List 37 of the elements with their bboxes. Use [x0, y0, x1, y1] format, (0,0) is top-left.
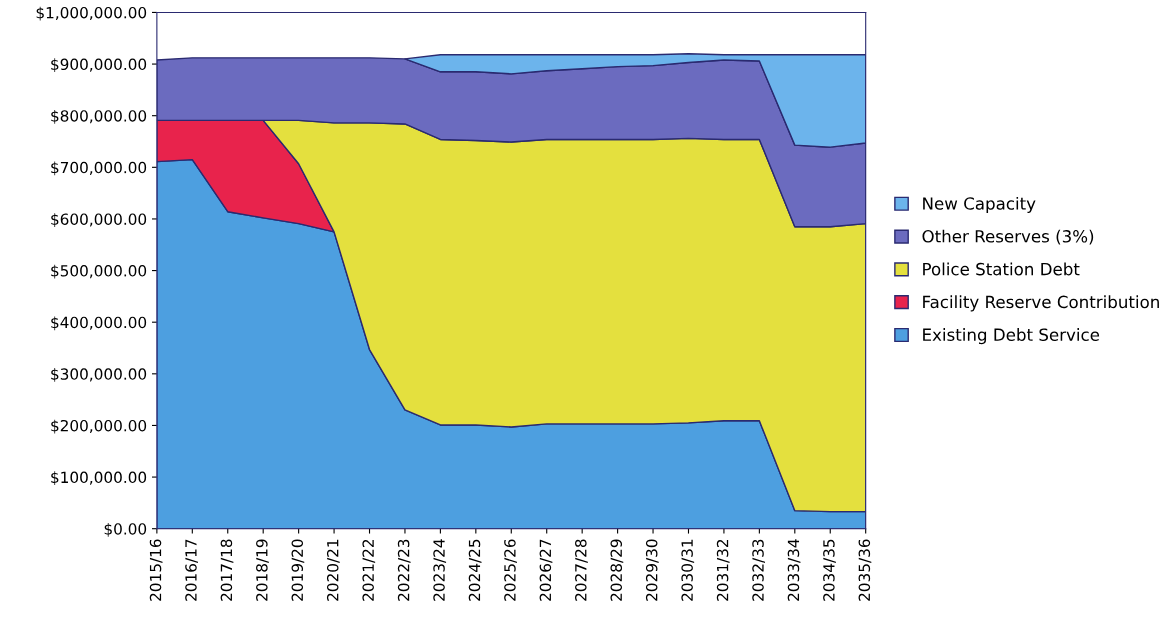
y-tick-label: $400,000.00	[51, 316, 147, 331]
x-tick-label: 2029/30	[645, 539, 659, 601]
x-tick-label: 2016/17	[185, 539, 198, 601]
y-tick-label: $800,000.00	[51, 109, 147, 124]
x-tick-label: 2028/29	[610, 539, 624, 601]
legend-label: New Capacity	[923, 196, 1036, 214]
x-tick-label: 2030/31	[681, 539, 695, 601]
y-tick-label: $700,000.00	[51, 161, 147, 176]
y-tick-label: $1,000,000.00	[36, 6, 147, 21]
y-tick-label: $600,000.00	[51, 213, 147, 227]
x-tick-label: 2023/24	[433, 539, 447, 601]
x-tick-label: 2022/23	[397, 539, 411, 601]
x-tick-label: 2034/35	[823, 539, 836, 601]
x-tick-label: 2018/19	[256, 539, 269, 601]
legend-label: Facility Reserve Contribution	[923, 295, 1159, 312]
y-tick-label: $900,000.00	[51, 58, 147, 73]
x-tick-label: 2027/28	[575, 539, 588, 601]
x-tick-label: 2025/26	[504, 539, 517, 601]
x-tick-label: 2019/20	[291, 539, 305, 601]
x-tick-label: 2026/27	[539, 539, 553, 601]
legend-label: Other Reserves (3%)	[922, 229, 1094, 245]
y-tick-label: $100,000.00	[51, 471, 147, 486]
y-tick-label: $500,000.00	[51, 264, 147, 279]
y-tick-label: $200,000.00	[51, 419, 147, 434]
x-tick-label: 2015/16	[149, 539, 163, 601]
legend-label: Existing Debt Service	[923, 328, 1100, 345]
x-tick-label: 2020/21	[326, 539, 340, 601]
x-tick-label: 2024/25	[468, 539, 482, 601]
legend-label: Police Station Debt	[923, 262, 1080, 276]
x-tick-label: 2033/34	[787, 539, 801, 601]
x-tick-label: 2021/22	[362, 539, 376, 601]
x-tick-label: 2032/33	[752, 539, 765, 601]
x-tick-label: 2035/36	[858, 539, 872, 601]
x-tick-label: 2031/32	[716, 539, 730, 601]
x-tick-label: 2017/18	[220, 539, 234, 601]
y-tick-label: $300,000.00	[51, 368, 147, 382]
y-tick-label: $0.00	[104, 522, 147, 537]
